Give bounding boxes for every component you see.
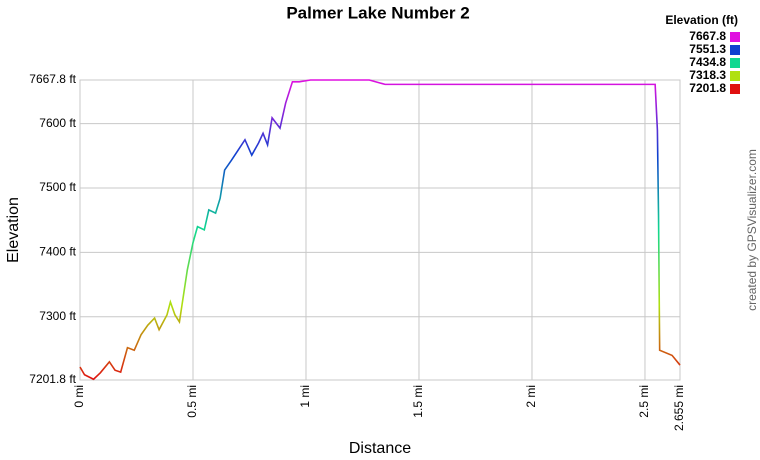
legend-swatch: [730, 71, 740, 81]
elevation-line: [79, 79, 681, 381]
x-tick-label: 1.5 mi: [411, 385, 425, 418]
y-tick-label: 7600 ft: [39, 116, 76, 130]
legend-swatch: [730, 58, 740, 68]
y-tick-label: 7500 ft: [39, 180, 76, 194]
chart-title: Palmer Lake Number 2: [286, 3, 469, 22]
legend-swatch: [730, 45, 740, 55]
x-axis-label: Distance: [349, 440, 411, 457]
legend-label: 7667.8: [689, 29, 726, 43]
legend-label: 7201.8: [689, 81, 726, 95]
legend-label: 7434.8: [689, 55, 726, 69]
credit: created by GPSVisualizer.com: [745, 149, 759, 311]
y-axis-label: Elevation: [5, 197, 22, 263]
legend-swatch: [730, 84, 740, 94]
x-tick-label: 1 mi: [298, 385, 312, 408]
y-tick-label: 7300 ft: [39, 309, 76, 323]
x-tick-label: 2.5 mi: [637, 385, 651, 418]
y-tick-label: 7201.8 ft: [29, 372, 76, 386]
y-tick-label: 7400 ft: [39, 245, 76, 259]
x-tick-label: 2.655 mi: [672, 385, 686, 431]
legend-swatch: [730, 32, 740, 42]
y-tick-label: 7667.8 ft: [29, 72, 76, 86]
x-tick-label: 0 mi: [72, 385, 86, 408]
plot-frame: [79, 79, 681, 381]
legend-label: 7551.3: [689, 42, 726, 56]
x-tick-label: 0.5 mi: [185, 385, 199, 418]
legend-title: Elevation (ft): [665, 13, 738, 27]
legend-label: 7318.3: [689, 68, 726, 82]
x-tick-label: 2 mi: [524, 385, 538, 408]
